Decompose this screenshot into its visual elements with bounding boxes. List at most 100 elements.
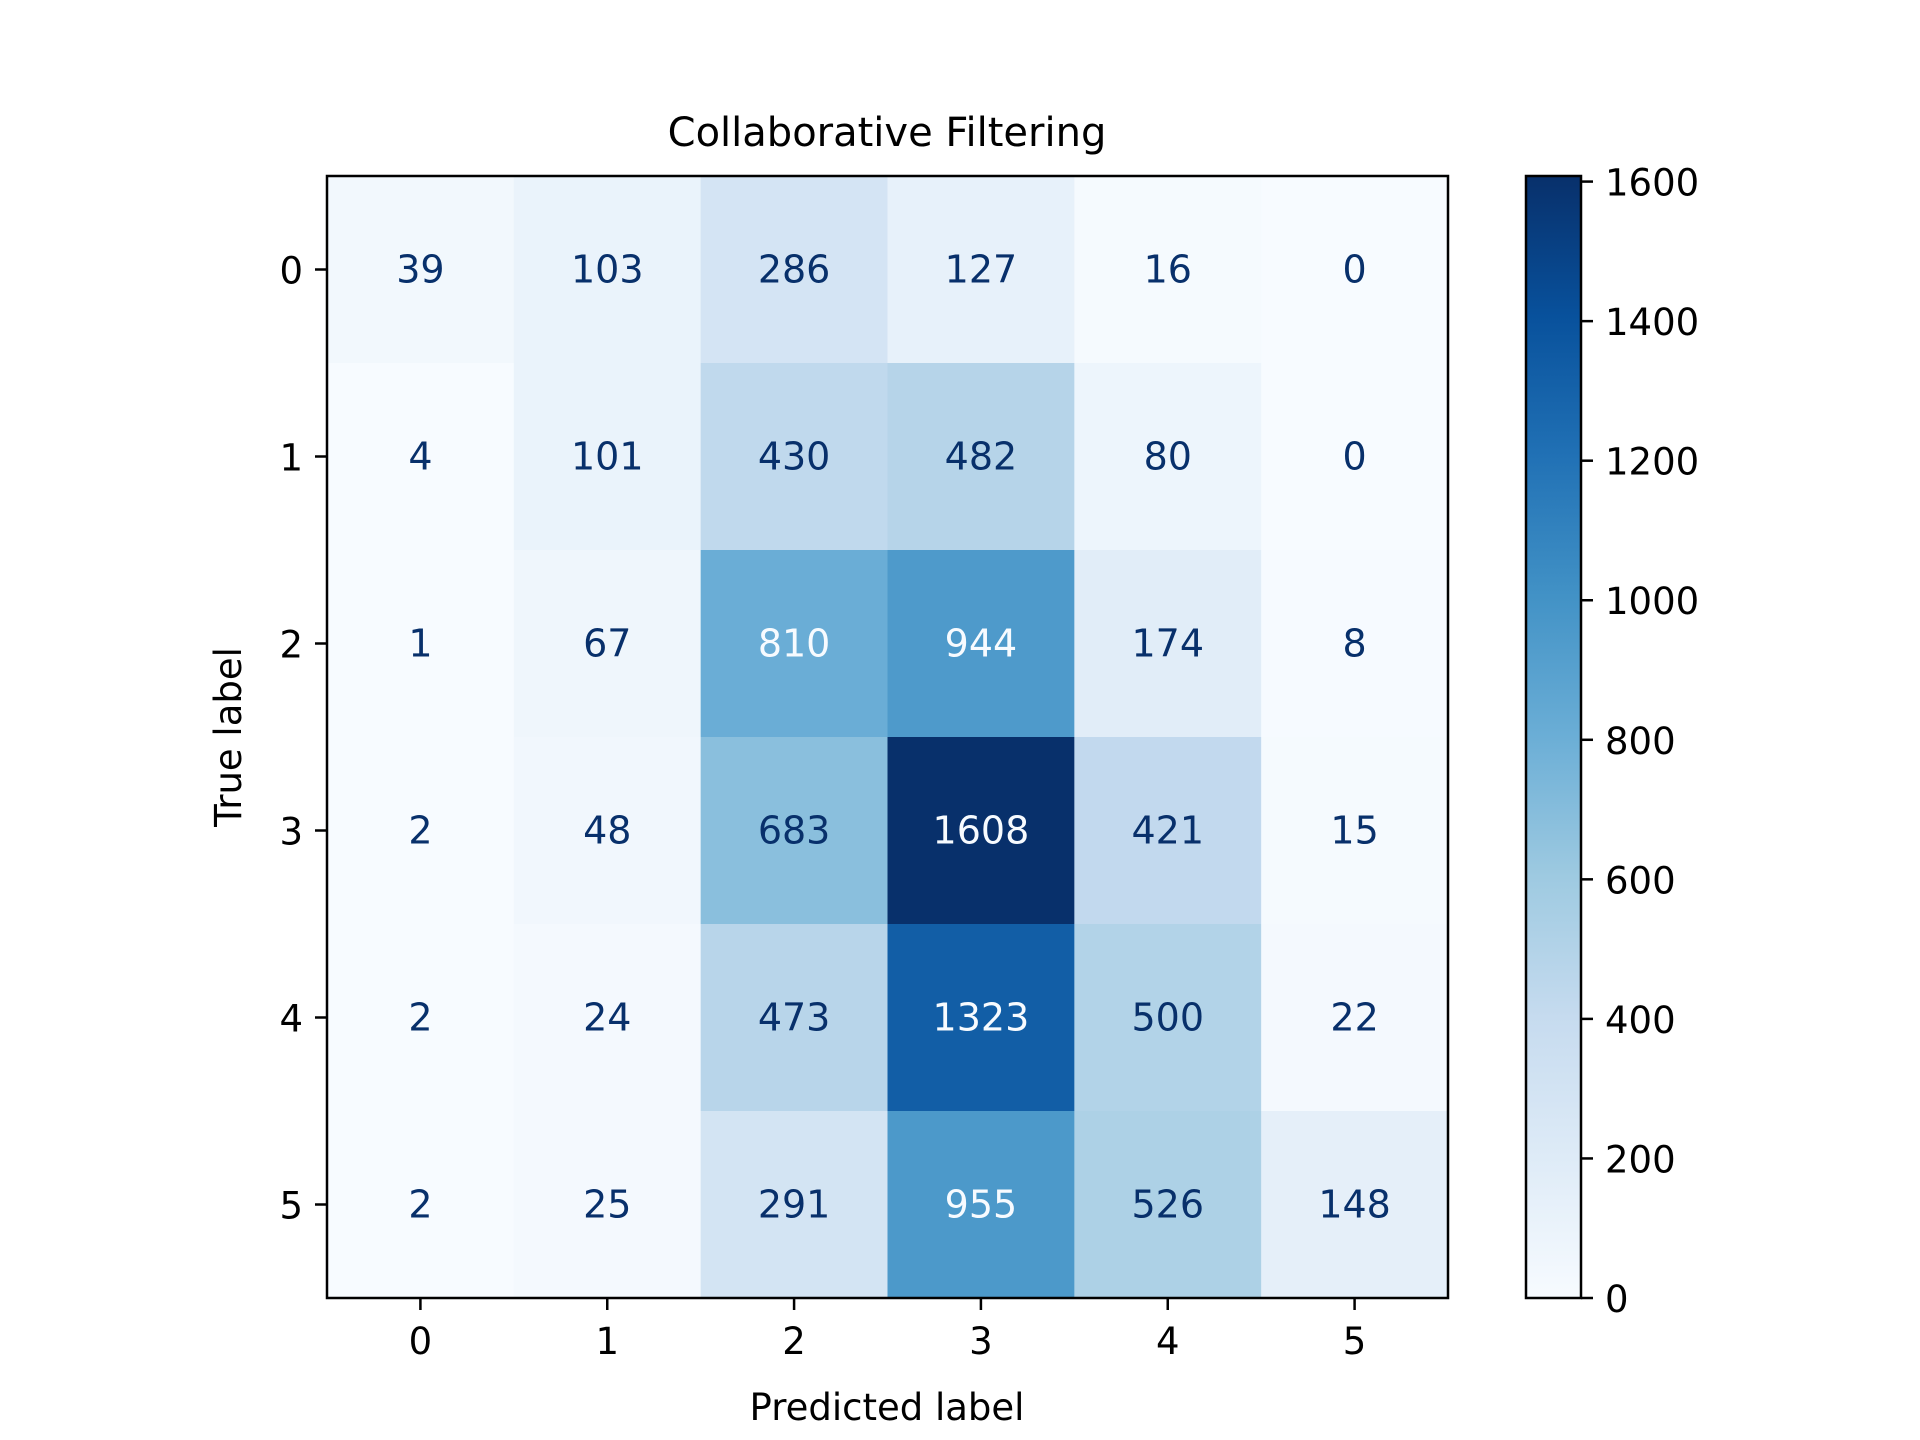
heatmap-cell bbox=[327, 1111, 515, 1299]
colorbar-tick-label: 1400 bbox=[1605, 301, 1699, 344]
cell-value-label: 1323 bbox=[933, 996, 1030, 1040]
heatmap-cell bbox=[1261, 924, 1449, 1112]
heatmap-cell bbox=[513, 363, 702, 551]
cell-value-label: 473 bbox=[758, 996, 831, 1040]
cell-value-label: 127 bbox=[945, 248, 1018, 292]
heatmap-cell bbox=[887, 737, 1075, 925]
cell-value-label: 48 bbox=[583, 809, 631, 853]
cell-value-label: 810 bbox=[758, 622, 831, 666]
y-tick-label: 2 bbox=[279, 624, 303, 667]
heatmap-cell bbox=[327, 550, 515, 738]
heatmap-cell bbox=[327, 363, 515, 551]
x-axis-label: Predicted label bbox=[750, 1386, 1025, 1429]
cell-value-label: 2 bbox=[408, 1183, 432, 1227]
heatmap-cell bbox=[327, 737, 515, 925]
heatmap-cell bbox=[513, 1111, 702, 1299]
x-tick-label: 4 bbox=[1156, 1320, 1180, 1363]
heatmap-cell bbox=[700, 176, 889, 364]
x-tick-label: 3 bbox=[969, 1320, 993, 1363]
heatmap-cell bbox=[700, 737, 889, 925]
heatmap-cell bbox=[887, 550, 1075, 738]
cell-value-label: 430 bbox=[758, 435, 831, 479]
heatmap-cell bbox=[1261, 550, 1449, 738]
heatmap-cell bbox=[700, 550, 889, 738]
cell-value-label: 500 bbox=[1131, 996, 1204, 1040]
x-tick-label: 0 bbox=[409, 1320, 433, 1363]
y-axis-label: True label bbox=[207, 647, 250, 828]
y-axis-ticks: 0 1 2 3 4 5 bbox=[279, 250, 327, 1228]
heatmap-cell bbox=[700, 363, 889, 551]
x-tick-label: 5 bbox=[1343, 1320, 1367, 1363]
cell-value-label: 1 bbox=[408, 622, 432, 666]
heatmap-cells bbox=[327, 176, 1449, 1299]
heatmap-cell bbox=[1261, 1111, 1449, 1299]
cell-value-label: 482 bbox=[945, 435, 1018, 479]
heatmap-cell bbox=[513, 550, 702, 738]
heatmap-cell bbox=[700, 924, 889, 1112]
heatmap-cell bbox=[1074, 1111, 1262, 1299]
cell-value-label: 15 bbox=[1330, 809, 1378, 853]
cell-value-label: 0 bbox=[1342, 435, 1366, 479]
heatmap-cell bbox=[327, 924, 515, 1112]
cell-value-label: 683 bbox=[758, 809, 831, 853]
cell-value-label: 67 bbox=[583, 622, 631, 666]
cell-value-label: 0 bbox=[1342, 248, 1366, 292]
colorbar-tick-label: 0 bbox=[1605, 1278, 1629, 1321]
colorbar bbox=[1524, 174, 1583, 1300]
heatmap-cell bbox=[1261, 363, 1449, 551]
cell-value-label: 286 bbox=[758, 248, 831, 292]
cell-value-label: 421 bbox=[1131, 809, 1204, 853]
cell-value-label: 80 bbox=[1144, 435, 1192, 479]
cell-value-label: 2 bbox=[408, 996, 432, 1040]
cell-value-label: 2 bbox=[408, 809, 432, 853]
heatmap-cell bbox=[1074, 737, 1262, 925]
cell-value-label: 39 bbox=[396, 248, 444, 292]
colorbar-tick-label: 800 bbox=[1605, 720, 1676, 763]
cell-value-label: 955 bbox=[945, 1183, 1018, 1227]
plot-frame bbox=[325, 174, 1450, 1300]
y-tick-label: 0 bbox=[279, 250, 303, 293]
cell-value-label: 22 bbox=[1330, 996, 1378, 1040]
y-tick-label: 5 bbox=[279, 1185, 303, 1228]
colorbar-ticks: 0 200 400 600 800 1000 1200 1400 1600 bbox=[1581, 162, 1699, 1321]
colorbar-tick-label: 400 bbox=[1605, 999, 1676, 1042]
heatmap-cell bbox=[513, 737, 702, 925]
cell-value-label: 4 bbox=[408, 435, 432, 479]
heatmap-cell bbox=[887, 1111, 1075, 1299]
cell-value-label: 1608 bbox=[933, 809, 1030, 853]
cell-value-label: 8 bbox=[1342, 622, 1366, 666]
cell-value-label: 16 bbox=[1144, 248, 1192, 292]
cell-value-label: 944 bbox=[945, 622, 1018, 666]
colorbar-tick-label: 600 bbox=[1605, 859, 1676, 902]
x-axis-ticks: 0 1 2 3 4 5 bbox=[409, 1298, 1367, 1363]
heatmap-cell bbox=[887, 924, 1075, 1112]
y-tick-label: 3 bbox=[279, 811, 303, 854]
cell-value-label: 103 bbox=[571, 248, 644, 292]
cell-value-labels: 39 103 286 127 16 04 101 430 482 80 01 67 810 944 174 8… bbox=[396, 248, 1391, 1227]
x-tick-label: 2 bbox=[782, 1320, 806, 1363]
colorbar-tick-label: 1600 bbox=[1605, 162, 1699, 205]
cell-value-label: 174 bbox=[1131, 622, 1204, 666]
cell-value-label: 101 bbox=[571, 435, 644, 479]
heatmap-cell bbox=[1074, 924, 1262, 1112]
heatmap-cell bbox=[1074, 363, 1262, 551]
cell-value-label: 291 bbox=[758, 1183, 831, 1227]
colorbar-tick-label: 1000 bbox=[1605, 580, 1699, 623]
heatmap-cell bbox=[1261, 176, 1449, 364]
cell-value-label: 526 bbox=[1131, 1183, 1204, 1227]
heatmap-cell bbox=[327, 176, 515, 364]
y-tick-label: 4 bbox=[279, 998, 303, 1041]
heatmap-cell bbox=[513, 176, 702, 364]
heatmap-cell bbox=[513, 924, 702, 1112]
cell-value-label: 148 bbox=[1318, 1183, 1391, 1227]
x-tick-label: 1 bbox=[595, 1320, 619, 1363]
heatmap-cell bbox=[887, 176, 1075, 364]
heatmap-cell bbox=[1074, 550, 1262, 738]
heatmap-cell bbox=[887, 363, 1075, 551]
cell-value-label: 24 bbox=[583, 996, 631, 1040]
heatmap-cell bbox=[1261, 737, 1449, 925]
heatmap-cell bbox=[1074, 176, 1262, 364]
heatmap-cell bbox=[700, 1111, 889, 1299]
